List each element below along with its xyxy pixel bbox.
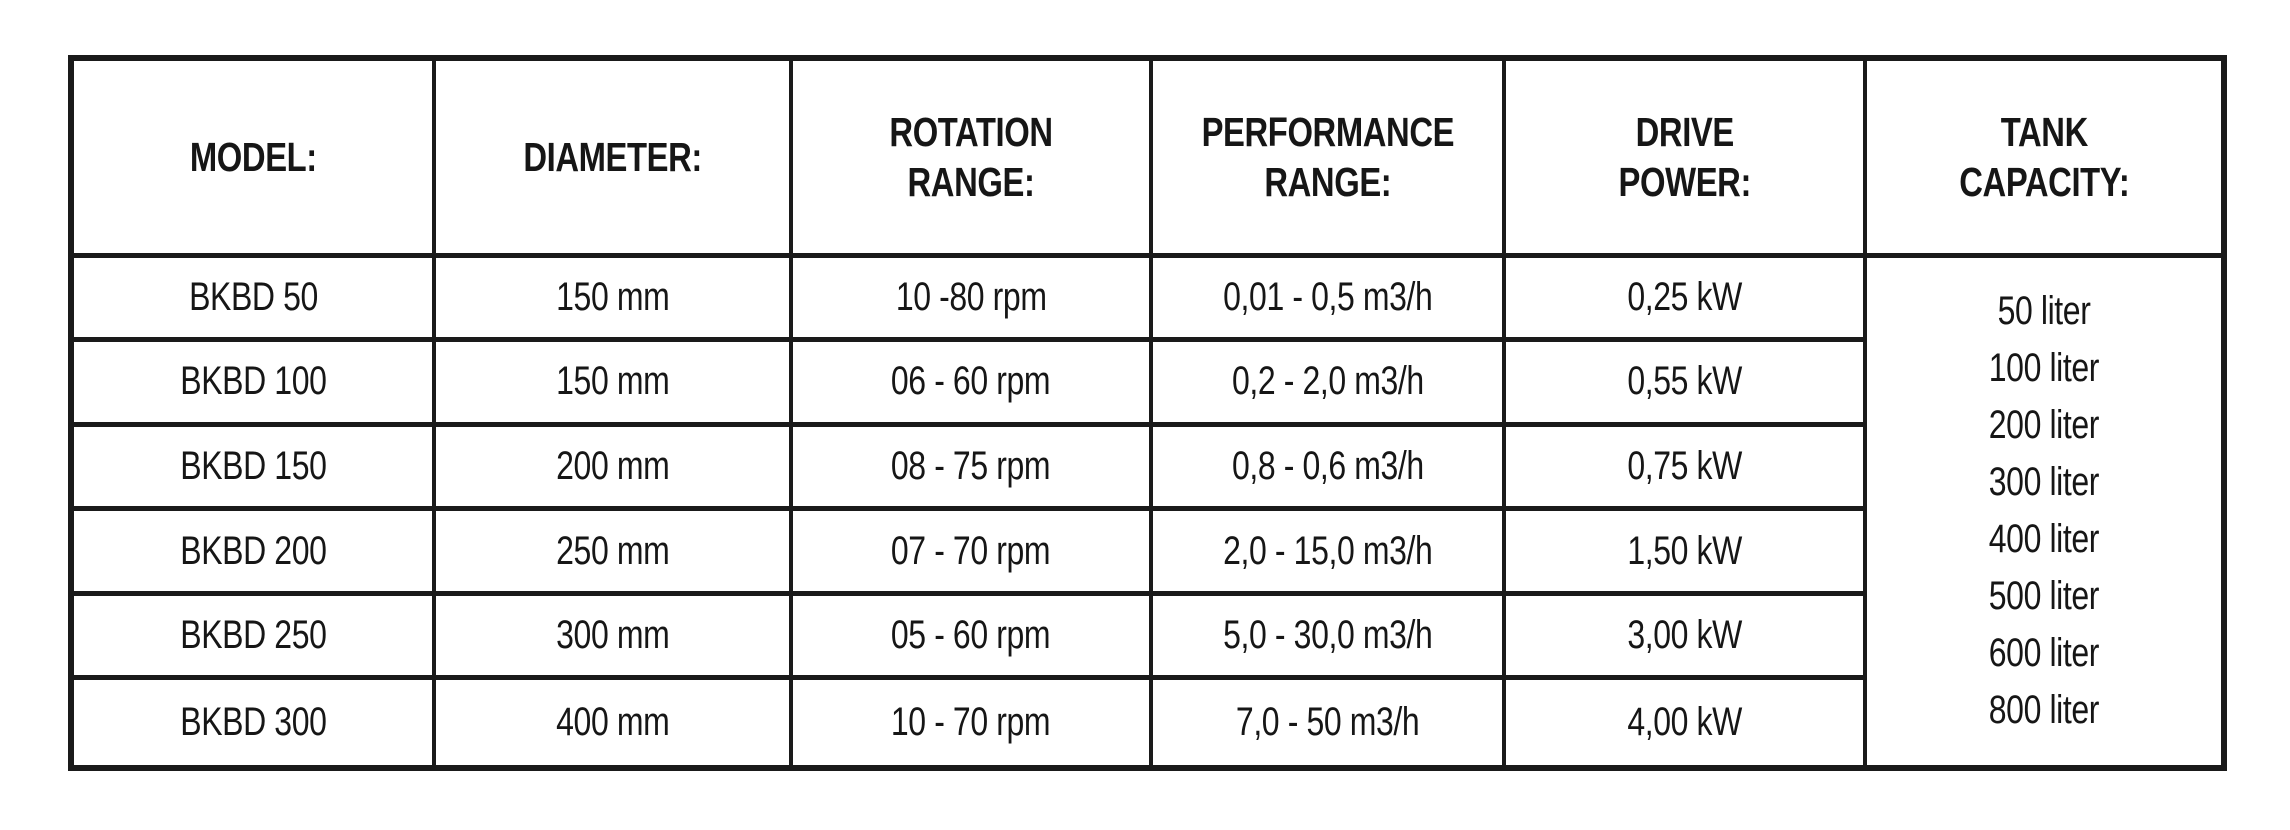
header-diameter: DIAMETER: [436, 61, 793, 258]
cell-rotation-range: 07 - 70 rpm [792, 511, 1153, 596]
cell-rotation-range: 05 - 60 rpm [792, 595, 1153, 681]
cell-drive-power: 1,50 kW [1506, 511, 1867, 596]
spec-table: MODEL: DIAMETER: ROTATION RANGE: PERFORM… [68, 55, 2227, 771]
header-model: MODEL: [74, 61, 437, 258]
header-tank-capacity: TANK CAPACITY: [1866, 61, 2221, 258]
header-model-label: MODEL: [189, 133, 317, 180]
cell-tank-capacity: 50 liter 100 liter 200 liter 300 liter 4… [1866, 257, 2221, 765]
header-tank-capacity-label: TANK CAPACITY: [1958, 108, 2130, 205]
cell-performance-range: 0,8 - 0,6 m3/h [1152, 426, 1507, 512]
cell-diameter: 300 mm [436, 595, 793, 681]
cell-performance-range: 0,01 - 0,5 m3/h [1152, 257, 1507, 343]
cell-rotation-range: 10 -80 rpm [792, 257, 1153, 343]
tank-capacity-item: 800 liter [1988, 688, 2100, 733]
header-drive-power: DRIVE POWER: [1506, 61, 1867, 258]
cell-drive-power: 0,55 kW [1506, 342, 1867, 427]
cell-performance-range: 0,2 - 2,0 m3/h [1152, 342, 1507, 427]
cell-rotation-range: 06 - 60 rpm [792, 342, 1153, 427]
cell-rotation-range: 08 - 75 rpm [792, 426, 1153, 512]
tank-capacity-item: 500 liter [1988, 574, 2100, 619]
cell-diameter: 250 mm [436, 511, 793, 596]
cell-model: BKBD 150 [74, 426, 437, 512]
cell-model: BKBD 300 [74, 680, 437, 765]
cell-performance-range: 7,0 - 50 m3/h [1152, 680, 1507, 765]
cell-model: BKBD 100 [74, 342, 437, 427]
cell-model: BKBD 200 [74, 511, 437, 596]
cell-diameter: 200 mm [436, 426, 793, 512]
cell-model: BKBD 50 [74, 257, 437, 343]
tank-capacity-item: 200 liter [1988, 403, 2100, 448]
cell-drive-power: 4,00 kW [1506, 680, 1867, 765]
cell-diameter: 400 mm [436, 680, 793, 765]
header-drive-power-label: DRIVE POWER: [1618, 108, 1751, 205]
cell-rotation-range: 10 - 70 rpm [792, 680, 1153, 765]
tank-capacity-item: 100 liter [1988, 346, 2100, 391]
header-performance-range-label: PERFORMANCE RANGE: [1201, 108, 1454, 205]
header-rotation-range-label: ROTATION RANGE: [889, 108, 1053, 205]
tank-capacity-item: 400 liter [1988, 517, 2100, 562]
tank-capacity-item: 600 liter [1988, 631, 2100, 676]
cell-diameter: 150 mm [436, 342, 793, 427]
cell-drive-power: 3,00 kW [1506, 595, 1867, 681]
cell-drive-power: 0,75 kW [1506, 426, 1867, 512]
tank-capacity-item: 50 liter [1997, 289, 2091, 334]
cell-drive-power: 0,25 kW [1506, 257, 1867, 343]
cell-performance-range: 2,0 - 15,0 m3/h [1152, 511, 1507, 596]
header-performance-range: PERFORMANCE RANGE: [1152, 61, 1507, 258]
cell-performance-range: 5,0 - 30,0 m3/h [1152, 595, 1507, 681]
tank-capacity-item: 300 liter [1988, 460, 2100, 505]
cell-diameter: 150 mm [436, 257, 793, 343]
header-rotation-range: ROTATION RANGE: [792, 61, 1153, 258]
header-diameter-label: DIAMETER: [523, 133, 702, 180]
cell-model: BKBD 250 [74, 595, 437, 681]
